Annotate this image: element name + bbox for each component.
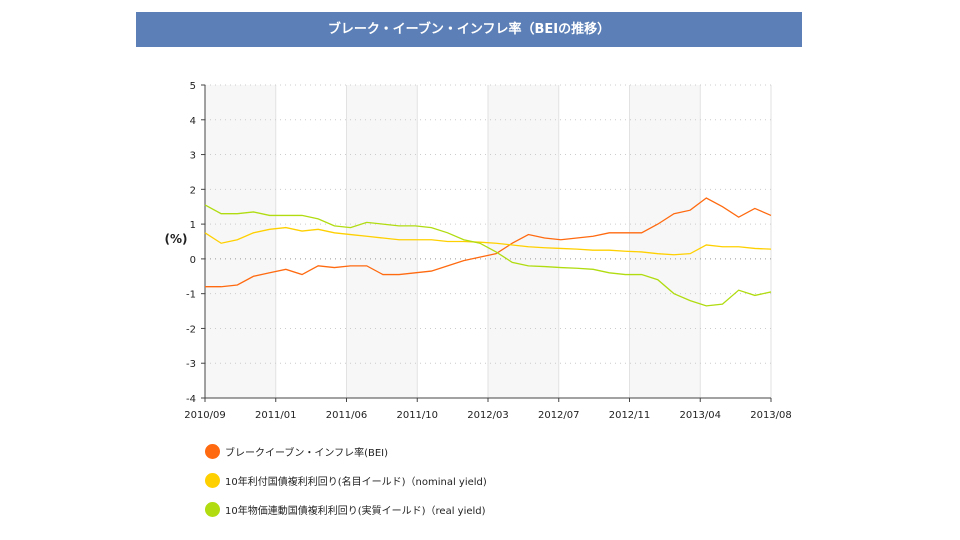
legend-marker-icon [205, 502, 220, 517]
y-tick-label: -3 [186, 359, 196, 370]
legend-item[interactable]: 10年物価連動国債複利利回り(実質イールド)（real yield) [205, 502, 486, 517]
y-tick-label: 5 [190, 81, 196, 92]
plot-band [205, 85, 276, 398]
y-tick-label: -4 [186, 394, 196, 405]
series-line-1 [204, 226, 772, 256]
legend-marker-icon [205, 444, 220, 459]
series-line-0 [205, 197, 772, 288]
y-tick-label: -1 [186, 290, 196, 301]
series-line-2 [204, 204, 772, 307]
y-tick-label: 0 [190, 255, 196, 266]
plot-band [346, 85, 418, 398]
legend-item[interactable]: 10年利付国債複利利回り(名目イールド)（nominal yield) [205, 473, 487, 488]
y-tick-label: 2 [190, 185, 196, 196]
x-tick-label: 2012/07 [538, 410, 580, 421]
plot-band [488, 85, 559, 398]
x-tick-label: 2013/08 [750, 410, 792, 421]
chart-title: ブレーク・イーブン・インフレ率（BEIの推移） [136, 12, 802, 47]
y-tick-label: 3 [190, 151, 196, 162]
y-axis-label: (%) [165, 232, 188, 246]
x-tick-label: 2010/09 [184, 410, 226, 421]
x-tick-label: 2011/01 [255, 410, 297, 421]
y-tick-label: -2 [186, 324, 196, 335]
legend-item[interactable]: ブレークイーブン・インフレ率(BEI) [205, 444, 388, 459]
x-tick-label: 2012/11 [609, 410, 651, 421]
y-tick-label: 1 [190, 220, 196, 231]
y-tick-label: 4 [190, 116, 196, 127]
legend-label: ブレークイーブン・インフレ率(BEI) [225, 448, 389, 459]
legend-label: 10年物価連動国債複利利回り(実質イールド)（real yield) [225, 506, 486, 517]
legend-marker-icon [205, 473, 220, 488]
x-tick-label: 2013/04 [679, 410, 721, 421]
x-tick-label: 2011/06 [326, 410, 368, 421]
plot-band [629, 85, 701, 398]
x-tick-label: 2012/03 [467, 410, 509, 421]
legend-label: 10年利付国債複利利回り(名目イールド)（nominal yield) [225, 477, 487, 488]
x-tick-label: 2011/10 [396, 410, 438, 421]
